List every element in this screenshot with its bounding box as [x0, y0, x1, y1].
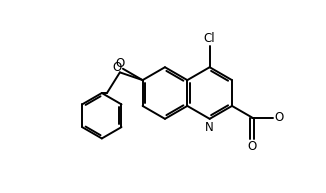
Text: O: O — [113, 61, 122, 74]
Text: O: O — [274, 111, 284, 124]
Text: Cl: Cl — [204, 32, 215, 45]
Text: O: O — [115, 57, 125, 70]
Text: N: N — [205, 121, 214, 134]
Text: O: O — [247, 140, 257, 153]
